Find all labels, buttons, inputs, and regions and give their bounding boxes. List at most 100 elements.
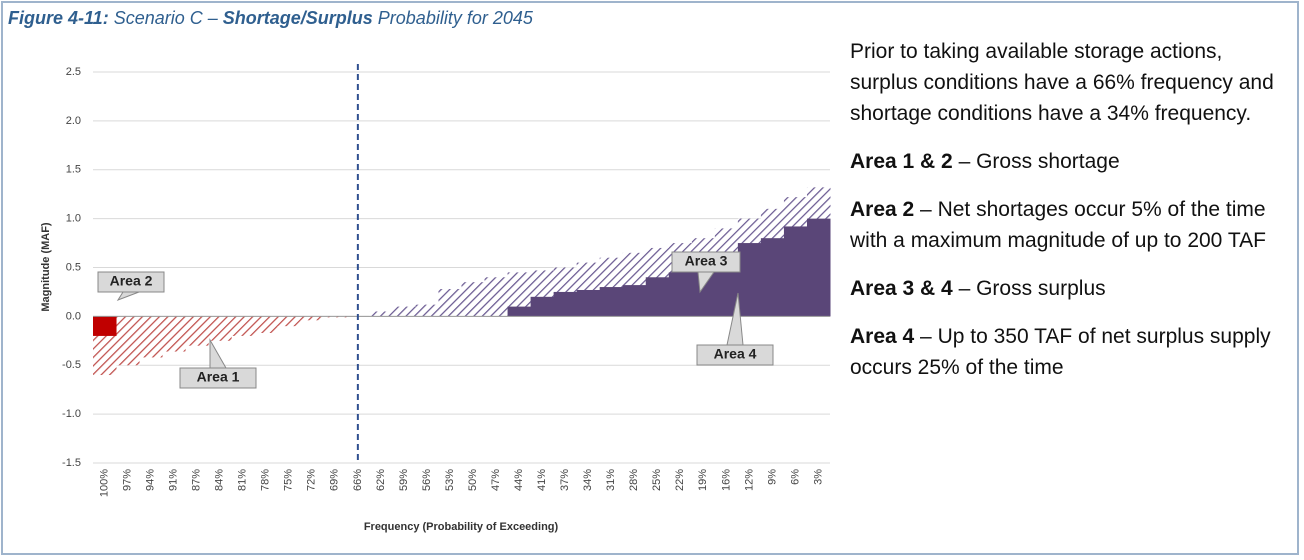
callout-pointer <box>116 291 140 301</box>
area-slice <box>622 285 647 317</box>
x-tick-label: 66% <box>352 469 364 491</box>
x-tick-label: 37% <box>559 469 571 491</box>
area-slice <box>806 218 831 317</box>
area-slice <box>783 226 808 317</box>
y-tick-label: 0.5 <box>66 261 81 273</box>
x-tick-label: 84% <box>214 469 226 491</box>
callout-label: Area 4 <box>714 346 757 362</box>
area-slice <box>392 306 416 317</box>
x-tick-label: 53% <box>444 469 456 491</box>
x-tick-label: 56% <box>421 469 433 491</box>
y-tick-label: 2.0 <box>66 115 81 127</box>
area-slice <box>208 316 232 341</box>
area-slice <box>576 289 601 317</box>
x-tick-label: 6% <box>789 469 801 485</box>
bold-text: Area 3 & 4 <box>850 277 953 300</box>
area-slice <box>461 282 486 317</box>
area-slice <box>507 272 532 317</box>
x-tick-label: 94% <box>144 469 156 491</box>
callout: Area 1 <box>179 338 257 389</box>
area-slice <box>300 316 324 321</box>
paragraph: Area 4 – Up to 350 TAF of net surplus su… <box>850 321 1290 383</box>
callout: Area 2 <box>97 271 165 301</box>
text: – Gross shortage <box>952 150 1120 173</box>
area-slice <box>415 304 439 317</box>
callout-label: Area 2 <box>110 273 153 289</box>
caption-text: Probability for 2045 <box>372 8 533 28</box>
x-tick-label: 34% <box>582 469 594 491</box>
callout-box <box>696 344 774 366</box>
y-tick-label: -0.5 <box>62 359 81 371</box>
x-tick-label: 59% <box>398 469 410 491</box>
area-slice <box>93 316 117 336</box>
x-tick-label: 25% <box>651 469 663 491</box>
text: – Up to 350 TAF of net surplus supply oc… <box>850 325 1271 379</box>
area-slice <box>530 296 555 317</box>
bold-text: Area 2 <box>850 198 915 221</box>
paragraph: Area 2 – Net shortages occur 5% of the t… <box>850 194 1290 256</box>
x-tick-label: 91% <box>168 469 180 491</box>
x-tick-label: 81% <box>237 469 249 491</box>
x-tick-label: 22% <box>674 469 686 491</box>
y-tick-label: -1.5 <box>62 457 81 469</box>
y-tick-label: 1.0 <box>66 213 81 225</box>
area-slice <box>116 316 140 366</box>
area-slice <box>484 277 509 317</box>
x-tick-label: 44% <box>513 469 525 491</box>
area-slice <box>139 316 163 358</box>
area-slice <box>231 316 255 336</box>
x-tick-label: 28% <box>628 469 640 491</box>
callout-box <box>97 271 165 293</box>
area-slice <box>185 316 209 346</box>
x-tick-label: 62% <box>375 469 387 491</box>
x-axis-title: Frequency (Probability of Exceeding) <box>364 521 559 533</box>
area-slice <box>507 306 532 317</box>
callout: Area 3 <box>671 251 741 294</box>
callout: Area 4 <box>696 292 774 366</box>
x-tick-label: 19% <box>697 469 709 491</box>
bold-text: Area 4 <box>850 325 915 348</box>
x-tick-label: 87% <box>191 469 203 491</box>
area-slice <box>553 291 578 317</box>
text: – Net shortages occur 5% of the time wit… <box>850 198 1266 252</box>
x-tick-label: 41% <box>536 469 548 491</box>
x-tick-label: 50% <box>467 469 479 491</box>
paragraph: Prior to taking available storage action… <box>850 36 1290 129</box>
y-tick-label: 1.5 <box>66 164 81 176</box>
y-tick-label: 2.5 <box>66 66 81 78</box>
x-tick-label: 3% <box>812 469 824 485</box>
callout-label: Area 3 <box>685 253 728 269</box>
x-tick-label: 12% <box>743 469 755 491</box>
area-slice <box>737 243 762 317</box>
area-slice <box>599 287 624 317</box>
x-tick-label: 100% <box>98 469 110 497</box>
area-slice <box>162 316 186 352</box>
callout-box <box>671 251 741 273</box>
y-axis-title: Magnitude (MAF) <box>40 222 52 312</box>
paragraph: Area 3 & 4 – Gross surplus <box>850 273 1290 304</box>
area-slice <box>645 277 670 317</box>
paragraph: Area 1 & 2 – Gross shortage <box>850 146 1290 177</box>
x-tick-label: 69% <box>329 469 341 491</box>
area-slice <box>277 316 301 327</box>
callout-pointer <box>209 338 227 369</box>
x-tick-label: 75% <box>283 469 295 491</box>
area-slice <box>760 238 785 317</box>
y-tick-label: -1.0 <box>62 408 81 420</box>
x-tick-label: 97% <box>121 469 133 491</box>
callout-box <box>179 367 257 389</box>
caption-emphasis: Shortage/Surplus <box>222 8 373 28</box>
callout-label: Area 1 <box>197 369 240 385</box>
area-slice <box>668 272 693 317</box>
x-tick-label: 47% <box>490 469 502 491</box>
text: Prior to taking available storage action… <box>850 40 1274 125</box>
side-text: Prior to taking available storage action… <box>850 36 1290 400</box>
area-slice <box>369 311 393 317</box>
figure-caption: Figure 4-11: Scenario C – Shortage/Surpl… <box>8 8 533 29</box>
caption-label: Figure 4-11: <box>8 8 109 28</box>
x-tick-label: 72% <box>306 469 318 491</box>
bold-text: Area 1 & 2 <box>850 150 953 173</box>
x-tick-label: 78% <box>260 469 272 491</box>
text: – Gross surplus <box>952 277 1106 300</box>
